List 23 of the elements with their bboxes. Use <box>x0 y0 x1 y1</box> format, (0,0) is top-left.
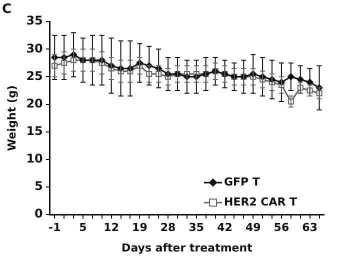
x-axis-title: Days after treatment <box>122 241 252 254</box>
chart-title: C <box>2 2 12 18</box>
y-tick-label: 10 <box>26 152 43 166</box>
x-tick-label: 49 <box>245 221 261 234</box>
x-tick-label: 5 <box>79 221 87 234</box>
x-tick-label: 19 <box>132 221 148 234</box>
x-tick-label: -1 <box>48 221 61 234</box>
x-tick-label: 12 <box>104 221 119 234</box>
x-tick-label: 42 <box>217 221 232 234</box>
y-tick-label: 25 <box>26 68 43 83</box>
x-tick-label: 35 <box>188 221 204 234</box>
y-tick-label: 0 <box>34 206 43 221</box>
legend-label: GFP T <box>224 175 260 188</box>
y-tick-label: 5 <box>34 179 43 194</box>
y-tick-label: 15 <box>26 124 43 138</box>
y-tick-label: 35 <box>26 14 43 28</box>
x-tick-label: 56 <box>274 221 290 234</box>
x-tick-label: 63 <box>302 221 318 234</box>
y-tick-label: 20 <box>26 96 43 110</box>
x-tick-label: 28 <box>160 221 176 234</box>
legend-label: HER2 CAR T <box>224 195 298 208</box>
y-axis-title: Weight (g) <box>5 85 18 151</box>
y-tick-label: 30 <box>26 41 43 56</box>
